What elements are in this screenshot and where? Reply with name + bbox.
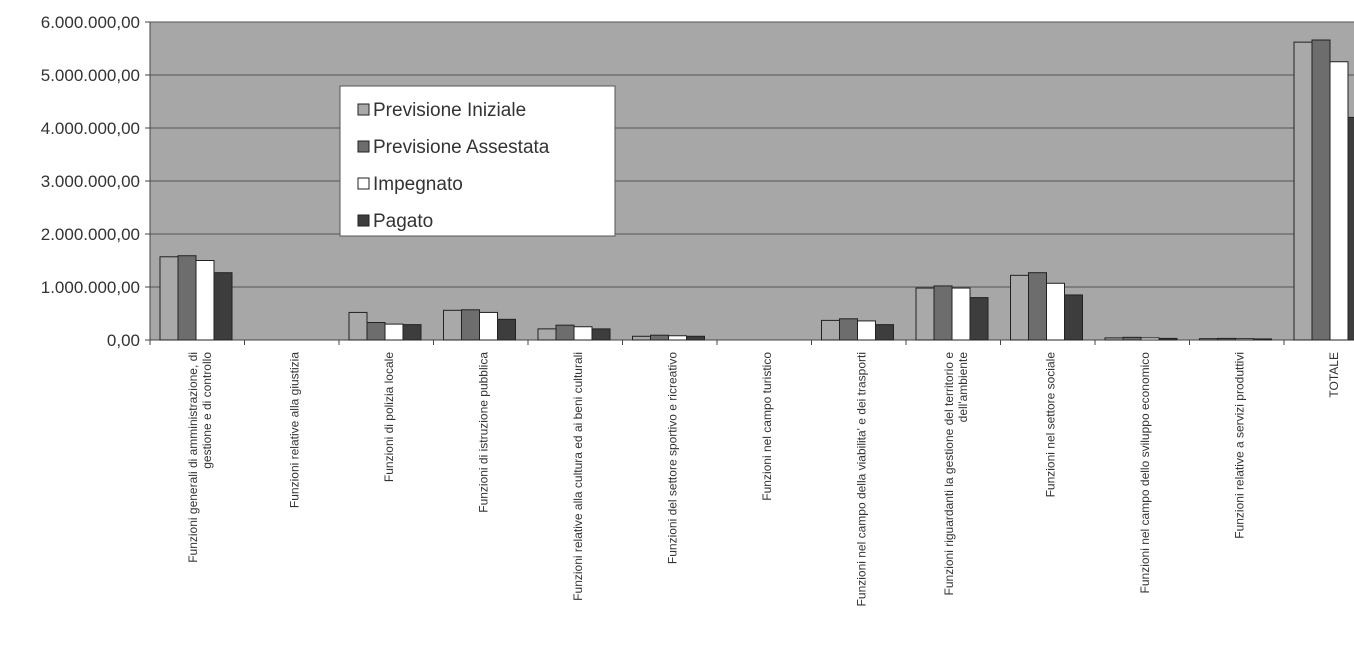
- y-tick-label: 6.000.000,00: [41, 13, 140, 32]
- bar-4-3: [402, 324, 422, 341]
- bar-1-3: [348, 311, 368, 341]
- bar-1-12: [1199, 338, 1218, 341]
- y-tick-label: 1.000.000,00: [41, 278, 140, 297]
- bar-3-1: [195, 260, 215, 341]
- legend: Previsione Iniziale Previsione Assestata I…: [339, 85, 616, 237]
- x-tick-label-line: TOTALE: [1327, 352, 1341, 398]
- x-tick-label: Funzioni relative alla giustizia: [288, 352, 302, 508]
- bars: [159, 39, 1354, 341]
- x-tick-label: Funzioni di polizia locale: [382, 352, 396, 482]
- y-tick-label: 3.000.000,00: [41, 172, 140, 191]
- bar-4-5: [591, 328, 611, 341]
- legend-swatch-3: [357, 177, 370, 190]
- bar-3-8: [857, 320, 876, 341]
- bar-3-10: [1046, 282, 1065, 341]
- bar-4-9: [969, 297, 989, 341]
- bar-3-3: [384, 323, 404, 341]
- bar-2-11: [1122, 336, 1142, 341]
- bar-3-13: [1329, 61, 1349, 341]
- bar-3-11: [1140, 337, 1160, 341]
- legend-label-2: Previsione Assestata: [373, 137, 550, 158]
- x-tick-label: Funzioni del settore sportivo e ricreati…: [666, 352, 680, 564]
- bar-2-4: [461, 309, 480, 341]
- bar-1-1: [159, 256, 179, 341]
- bar-4-8: [875, 324, 894, 341]
- x-tick-label-line: Funzioni riguardanti la gestione del ter…: [942, 352, 956, 596]
- bar-1-11: [1104, 337, 1124, 341]
- x-tick-label: Funzioni riguardanti la gestione del ter…: [942, 352, 970, 596]
- bar-4-11: [1158, 337, 1178, 341]
- x-tick-label: Funzioni relative alla cultura ed ai ben…: [571, 352, 585, 601]
- legend-swatch-2: [357, 140, 370, 153]
- bar-4-13: [1347, 116, 1354, 341]
- bar-1-13: [1293, 41, 1313, 341]
- bar-2-3: [366, 322, 386, 341]
- bar-2-10: [1028, 272, 1047, 341]
- legend-swatch-1: [357, 103, 370, 116]
- plot-area: [150, 21, 1354, 340]
- x-tick-label: Funzioni nel campo dello sviluppo econom…: [1138, 352, 1152, 594]
- bar-1-9: [915, 287, 935, 341]
- bar-2-1: [177, 255, 197, 341]
- bar-3-12: [1235, 338, 1254, 341]
- y-tick-label: 2.000.000,00: [41, 225, 140, 244]
- bar-2-9: [933, 285, 953, 341]
- legend-label-3: Impegnato: [373, 174, 463, 195]
- x-tick-label-line: dell'ambiente: [956, 352, 970, 423]
- y-tick-label: 0,00: [107, 331, 140, 350]
- x-tick-label-line: Funzioni relative alla giustizia: [288, 352, 302, 508]
- bar-2-6: [650, 334, 669, 341]
- x-tick-label-line: Funzioni relative alla cultura ed ai ben…: [571, 352, 585, 601]
- legend-label-4: Pagato: [373, 211, 433, 232]
- x-tick-label: Funzioni nel campo della viabilita' e de…: [855, 352, 869, 606]
- bar-1-8: [821, 319, 840, 341]
- bar-2-8: [839, 318, 858, 341]
- bar-2-13: [1311, 39, 1331, 341]
- bar-4-1: [213, 272, 233, 341]
- x-tick-label-line: Funzioni relative a servizi produttivi: [1233, 352, 1247, 539]
- legend-swatch-4: [357, 214, 370, 227]
- bar-2-12: [1217, 337, 1236, 341]
- x-tick-label-line: Funzioni nel campo della viabilita' e de…: [855, 352, 869, 606]
- x-tick-label-line: Funzioni nel settore sociale: [1044, 352, 1058, 498]
- bar-3-6: [668, 335, 687, 341]
- bar-2-5: [555, 324, 575, 341]
- legend-label-1: Previsione Iniziale: [373, 100, 526, 121]
- legend-box: [339, 85, 616, 237]
- bar-3-9: [951, 287, 971, 341]
- bar-4-12: [1253, 338, 1272, 341]
- bar-1-5: [537, 328, 557, 341]
- bar-4-10: [1064, 294, 1083, 341]
- y-tick-label: 5.000.000,00: [41, 66, 140, 85]
- bar-4-4: [497, 318, 516, 341]
- x-tick-label: TOTALE: [1327, 352, 1341, 398]
- bar-1-6: [632, 335, 651, 341]
- x-tick-label-line: Funzioni di istruzione pubblica: [477, 352, 491, 513]
- x-tick-label-line: Funzioni nel campo dello sviluppo econom…: [1138, 352, 1152, 594]
- x-tick-label: Funzioni nel settore sociale: [1044, 352, 1058, 498]
- bar-1-10: [1010, 274, 1029, 341]
- bar-3-5: [573, 326, 593, 341]
- x-axis: Funzioni generali di amministrazione, di…: [149, 340, 1341, 606]
- bar-1-4: [443, 309, 462, 341]
- x-tick-label: Funzioni di istruzione pubblica: [477, 352, 491, 513]
- x-tick-label-line: Funzioni nel campo turistico: [760, 352, 774, 501]
- x-tick-label: Funzioni generali di amministrazione, di…: [186, 352, 214, 563]
- bar-3-4: [479, 311, 498, 341]
- x-tick-label: Funzioni relative a servizi produttivi: [1233, 352, 1247, 539]
- x-tick-label: Funzioni nel campo turistico: [760, 352, 774, 501]
- x-tick-label-line: Funzioni del settore sportivo e ricreati…: [666, 352, 680, 564]
- x-tick-label-line: Funzioni di polizia locale: [382, 352, 396, 482]
- y-tick-label: 4.000.000,00: [41, 119, 140, 138]
- x-tick-label-line: gestione e di controllo: [200, 352, 214, 469]
- x-tick-label-line: Funzioni generali di amministrazione, di: [186, 352, 200, 563]
- bar-4-6: [686, 335, 705, 341]
